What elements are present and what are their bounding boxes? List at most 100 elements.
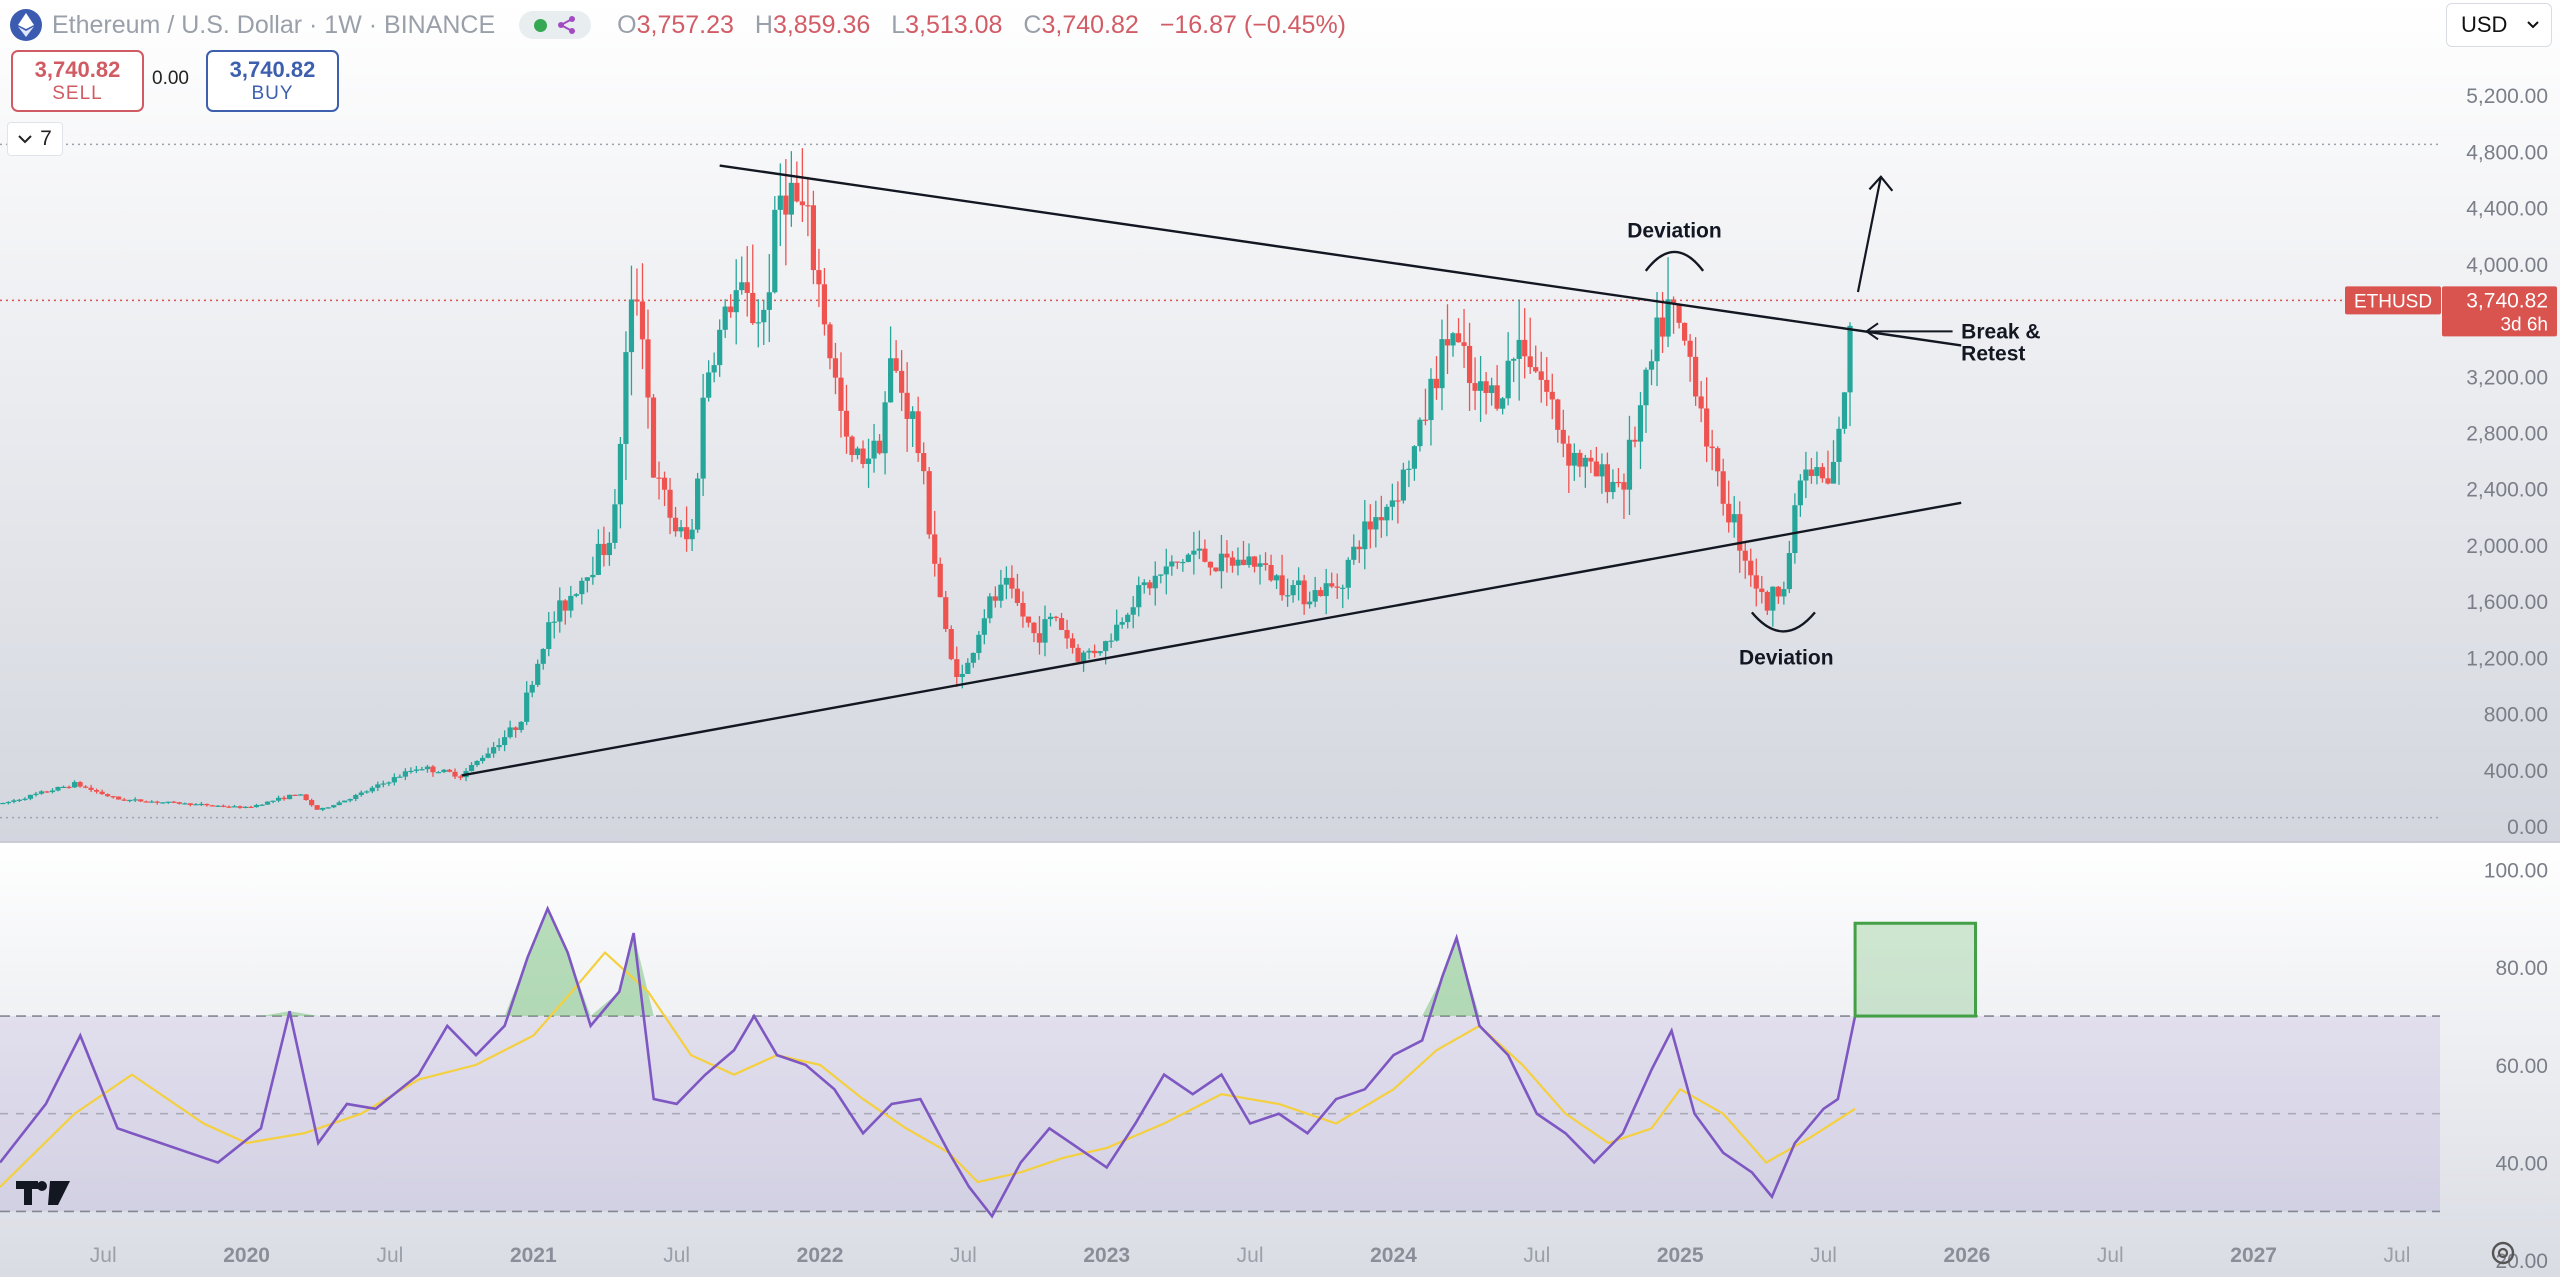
candle-body (1356, 546, 1362, 550)
candle-body (1406, 468, 1412, 470)
candle-body (1400, 469, 1406, 501)
candle-body (1130, 607, 1136, 615)
candle-body (413, 769, 420, 771)
candle-body (248, 806, 254, 808)
currency-select[interactable]: USD (2446, 3, 2552, 47)
candle-body (1626, 439, 1633, 490)
retest-arrow-head (1864, 322, 1879, 341)
candle-body (1108, 640, 1114, 642)
candle-body (661, 477, 668, 490)
rsi-tick-label: 60.00 (2495, 1055, 2548, 1078)
candle-body (612, 504, 618, 543)
candle-body (711, 365, 717, 373)
candle-body (1786, 553, 1792, 590)
candle-body (231, 806, 238, 808)
candle-body (695, 478, 701, 530)
candle-body (970, 652, 976, 663)
candle-body (1191, 550, 1197, 555)
candle-body (1466, 345, 1473, 384)
candle-body (1560, 429, 1566, 444)
candle-body (342, 800, 348, 803)
candle-body (1841, 392, 1848, 429)
candle-body (672, 517, 679, 532)
breakout-arrow-line (1856, 176, 1882, 293)
candle-body (1036, 633, 1043, 643)
candle-body (468, 764, 475, 772)
candle-body (667, 489, 673, 518)
settings-gear-icon[interactable] (2491, 1241, 2515, 1265)
rsi-line (0, 905, 1857, 1219)
candle-body (507, 727, 513, 738)
price-tick-label: 2,000.00 (2466, 535, 2548, 558)
deviation-top-label: Deviation (1627, 220, 1722, 243)
candle-body (154, 801, 160, 803)
chevron-down-icon (2527, 21, 2539, 29)
change-value: −16.87 (−0.45%) (1159, 10, 1347, 39)
candle-body (1797, 480, 1803, 506)
candle-body (1185, 554, 1191, 562)
candle-body (138, 799, 144, 802)
candle-body (452, 771, 458, 777)
candle-body (391, 777, 397, 783)
candle-body (871, 440, 877, 459)
candle-body (160, 802, 166, 804)
candle-body (380, 783, 386, 785)
candle-body (722, 306, 728, 330)
price-tick-label: 4,800.00 (2466, 141, 2548, 164)
candle-body (66, 786, 72, 789)
market-status[interactable] (519, 11, 592, 39)
candle-body (165, 801, 171, 803)
candle-body (1064, 629, 1070, 639)
candle-body (1329, 583, 1335, 587)
candle-body (932, 534, 938, 564)
price-tag-text: 3,740.82 (2466, 289, 2548, 312)
candle-body (1571, 452, 1577, 466)
candle-body (551, 621, 557, 623)
candle-body (992, 596, 998, 601)
candle-body (816, 270, 822, 285)
deviation-bottom-label: Deviation (1739, 646, 1834, 669)
candle-body (1770, 586, 1776, 611)
candle-body (1775, 586, 1781, 597)
candle-body (524, 692, 530, 722)
candle-body (1477, 381, 1484, 391)
candle-body (1251, 556, 1258, 567)
time-tick-label: Jul (950, 1244, 977, 1267)
candle-body (44, 791, 50, 793)
candle-body (810, 205, 817, 271)
candle-body (1588, 457, 1594, 462)
close-key: C (1023, 10, 1042, 39)
candle-body (689, 529, 695, 540)
candle-body (821, 284, 828, 325)
sell-button[interactable]: 3,740.82 SELL (11, 50, 144, 112)
candle-body (298, 794, 304, 796)
candle-body (1075, 647, 1081, 662)
tradingview-logo (16, 1181, 70, 1205)
symbol-header: Ethereum / U.S. Dollar · 1W · BINANCE O3… (0, 0, 1346, 50)
deviation-bottom-arc (1750, 611, 1816, 633)
candle-body (1119, 622, 1125, 625)
candle-body (303, 794, 309, 801)
time-tick-label: 2024 (1370, 1244, 1417, 1267)
symbol-tag-text: ETHUSD (2354, 291, 2432, 312)
candle-body (1152, 575, 1158, 589)
candle-body (623, 352, 629, 444)
price-tick-label: 4,000.00 (2466, 254, 2548, 277)
candle-body (1505, 360, 1511, 399)
candle-body (656, 477, 662, 479)
indicators-toggle-button[interactable]: 7 (7, 122, 63, 156)
candle-body (876, 440, 883, 454)
candle-body (336, 802, 342, 806)
time-tick-label: Jul (1237, 1244, 1264, 1267)
candle-body (49, 790, 56, 793)
buy-button[interactable]: 3,740.82 BUY (206, 50, 339, 112)
candle-body (888, 358, 894, 403)
candle-body (1207, 561, 1214, 568)
candle-body (71, 782, 78, 788)
candle-body (1411, 446, 1418, 469)
candle-body (1659, 317, 1666, 337)
symbol-title[interactable]: Ethereum / U.S. Dollar · 1W · BINANCE (52, 10, 496, 39)
time-tick-label: Jul (377, 1244, 404, 1267)
candle-body (513, 727, 519, 730)
